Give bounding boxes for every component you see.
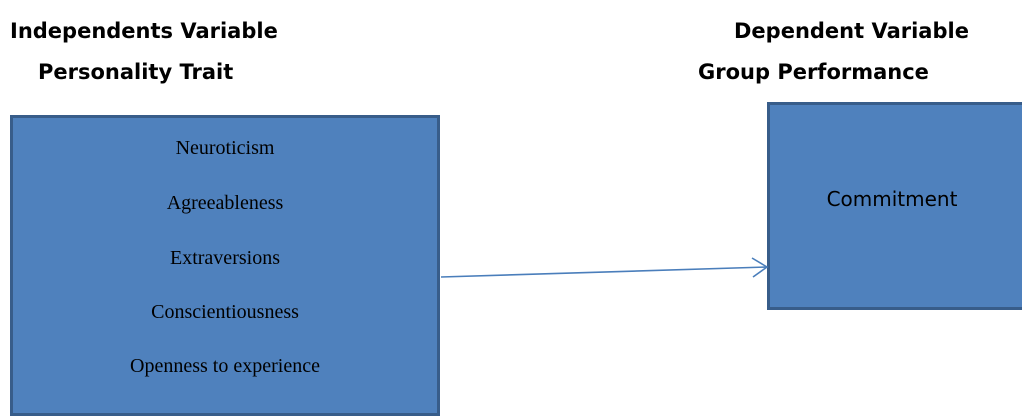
- trait-item-conscientiousness: Conscientiousness: [151, 301, 299, 323]
- trait-item-neuroticism: Neuroticism: [175, 137, 275, 159]
- trait-item-extraversions: Extraversions: [170, 247, 280, 269]
- commitment-label: Commitment: [826, 187, 958, 211]
- trait-item-openness: Openness to experience: [130, 355, 320, 377]
- arrow-line: [440, 266, 768, 278]
- personality-trait-heading: Personality Trait: [38, 60, 234, 84]
- personality-traits-box: Neuroticism Agreeableness Extraversions …: [10, 115, 440, 416]
- commitment-box: Commitment: [767, 102, 1022, 310]
- trait-item-agreeableness: Agreeableness: [166, 192, 284, 214]
- independent-variable-heading: Independents Variable: [10, 19, 278, 43]
- dependent-variable-heading: Dependent Variable: [734, 19, 969, 43]
- arrowhead-icon: [751, 257, 769, 278]
- group-performance-heading: Group Performance: [698, 60, 929, 84]
